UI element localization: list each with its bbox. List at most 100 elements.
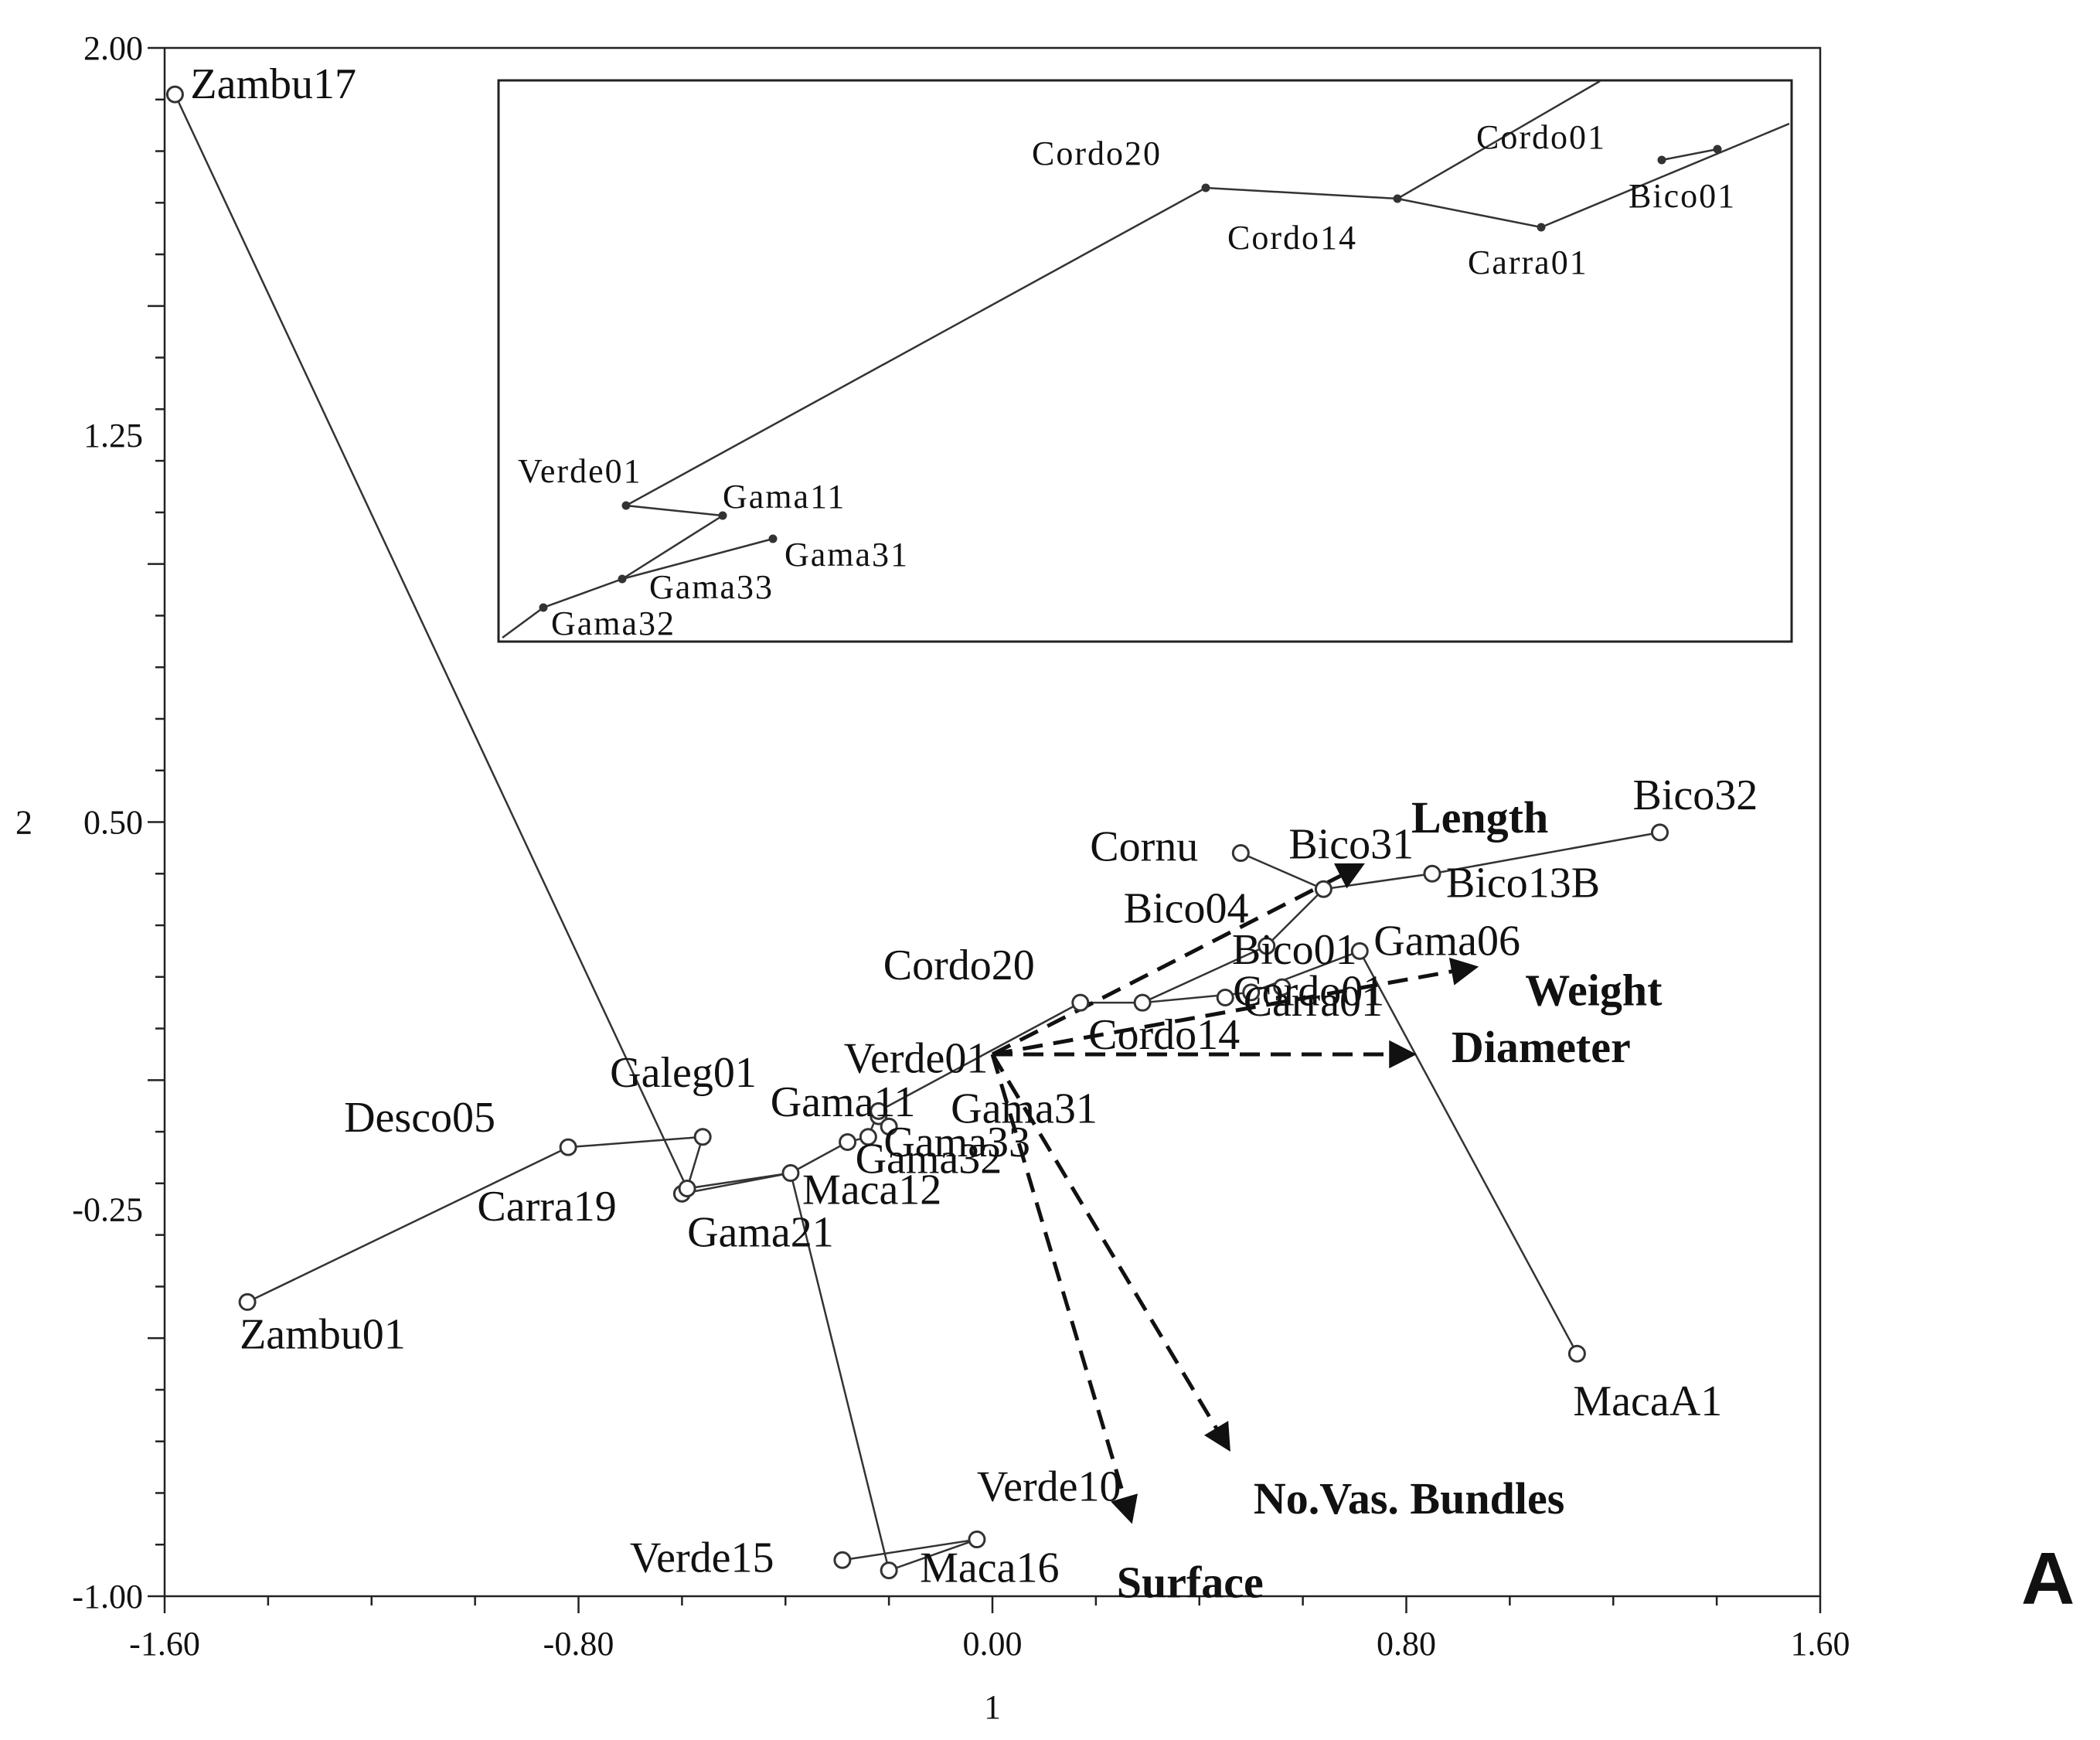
vector-arrowhead [1389,1040,1417,1069]
x-tick-label: -0.80 [543,1625,614,1663]
inset-trajectory [502,80,1601,639]
data-point [1273,978,1292,996]
data-point [693,1128,712,1146]
x-tick-label: 0.00 [963,1625,1023,1663]
point-label: Gama11 [771,1078,916,1126]
inset-panel: Cordo20 Cordo14 Cordo01 Carra01 Bico01 Verde0… [497,79,1793,643]
data-point [880,1561,898,1580]
point-label: Cordo14 [1088,1011,1240,1059]
data-point [859,1128,877,1146]
data-point [1567,1344,1586,1363]
inset-point [618,574,627,584]
vector-label: Surface [1117,1558,1264,1608]
point-label: Bico31 [1288,820,1414,868]
vector-arrowhead [1448,957,1479,986]
data-point [238,1292,257,1311]
point-label: Maca12 [802,1166,941,1214]
data-point [833,1551,852,1569]
vector-arrowhead [1333,863,1365,889]
inset-point-label: Carra01 [1468,243,1588,281]
y-axis-label: 2 [15,804,32,842]
point-label: Cornu [1090,823,1198,871]
point-label: Bico01 [1232,926,1357,974]
data-point [968,1531,986,1549]
data-point [1258,937,1276,955]
inset-point [718,511,727,520]
data-point [1314,880,1332,898]
y-tick-label: 0.50 [83,804,143,842]
y-tick-label: 1.25 [83,417,143,455]
point-label: Gama21 [687,1209,834,1257]
inset-point-label: Cordo14 [1227,219,1357,257]
inset-point-label: Cordo01 [1476,118,1606,156]
point-label: Gama06 [1373,917,1520,965]
vector-label: Weight [1525,965,1663,1015]
vector-line [990,1054,1128,1503]
data-point [1423,864,1441,883]
inset-trajectory-3 [621,537,774,581]
vector-arrowhead [1204,1421,1230,1452]
inset-trajectory-4 [1661,148,1718,162]
data-point [781,1164,800,1183]
point-label: Gama32 [856,1135,1002,1183]
inset-point-label: Gama11 [723,478,846,516]
data-point [559,1138,577,1156]
point-label: Verde15 [630,1534,774,1582]
point-label: Verde10 [977,1463,1121,1511]
inset-point [1537,223,1546,232]
vector-arrowhead [1111,1493,1138,1524]
inset-point [1713,145,1722,154]
axes: -1.60 -0.80 0.00 0.80 1.60 2.00 1.25 0.50 -0.25 -… [15,29,1850,1726]
data-point [1133,993,1152,1012]
inset-point [1657,155,1666,165]
point-label: Zambu01 [240,1310,406,1358]
y-tick-label: -1.00 [72,1578,143,1616]
vector-label: Length [1411,792,1548,843]
vector-label: No.Vas. Bundles [1254,1473,1564,1524]
vector-line [992,969,1457,1057]
point-labels: Zambu17 Zambu01 Desco05 Galeg01 Carra19 Gama2… [190,60,1758,1592]
vector-line [991,872,1346,1057]
data-points [165,85,1669,1580]
point-label: MacaA1 [1573,1377,1722,1425]
inset-point [1393,194,1402,203]
point-label: Verde01 [844,1034,989,1082]
point-label: Desco05 [344,1094,495,1142]
y-tick-label: -0.25 [72,1190,143,1228]
x-axis-label: 1 [984,1688,1001,1726]
variable-vectors: Length Weight Diameter No.Vas. Bundles Surfa… [990,792,1663,1608]
inset-point-label: Gama32 [551,604,676,642]
point-label: Gama33 [883,1119,1030,1166]
data-point [880,1117,898,1136]
inset-frame [497,79,1793,643]
data-point [165,85,184,104]
trajectory-main [682,949,1578,1354]
vector-label: Diameter [1452,1022,1631,1072]
x-tick-label: -1.60 [129,1625,200,1663]
y-tick-label: 2.00 [83,29,143,67]
point-label: Carra01 [1244,978,1383,1026]
inset-point [1201,183,1210,192]
panel-label: A [2021,1537,2074,1620]
point-label: Cordo01 [1233,968,1384,1016]
point-label: Carra19 [477,1183,616,1231]
inset-point-label: Bico01 [1629,177,1736,215]
x-tick-label: 1.60 [1791,1625,1850,1663]
inset-point-label: Gama33 [649,568,774,606]
point-label: Galeg01 [610,1049,757,1097]
data-point [1242,983,1261,1002]
data-point [1350,942,1369,960]
data-point [1216,989,1234,1007]
data-point [1231,844,1250,863]
point-label: Bico13B [1446,859,1600,907]
inset-point [768,534,778,543]
vector-line [990,1053,1220,1433]
data-point [839,1132,857,1151]
trajectory-link [686,1172,791,1190]
point-label: Zambu17 [190,60,356,108]
inset-point-label: Cordo20 [1032,135,1162,172]
x-tick-label: 0.80 [1377,1625,1436,1663]
data-point [1650,823,1669,842]
point-label: Bico32 [1632,771,1758,819]
inset-point [539,603,548,612]
